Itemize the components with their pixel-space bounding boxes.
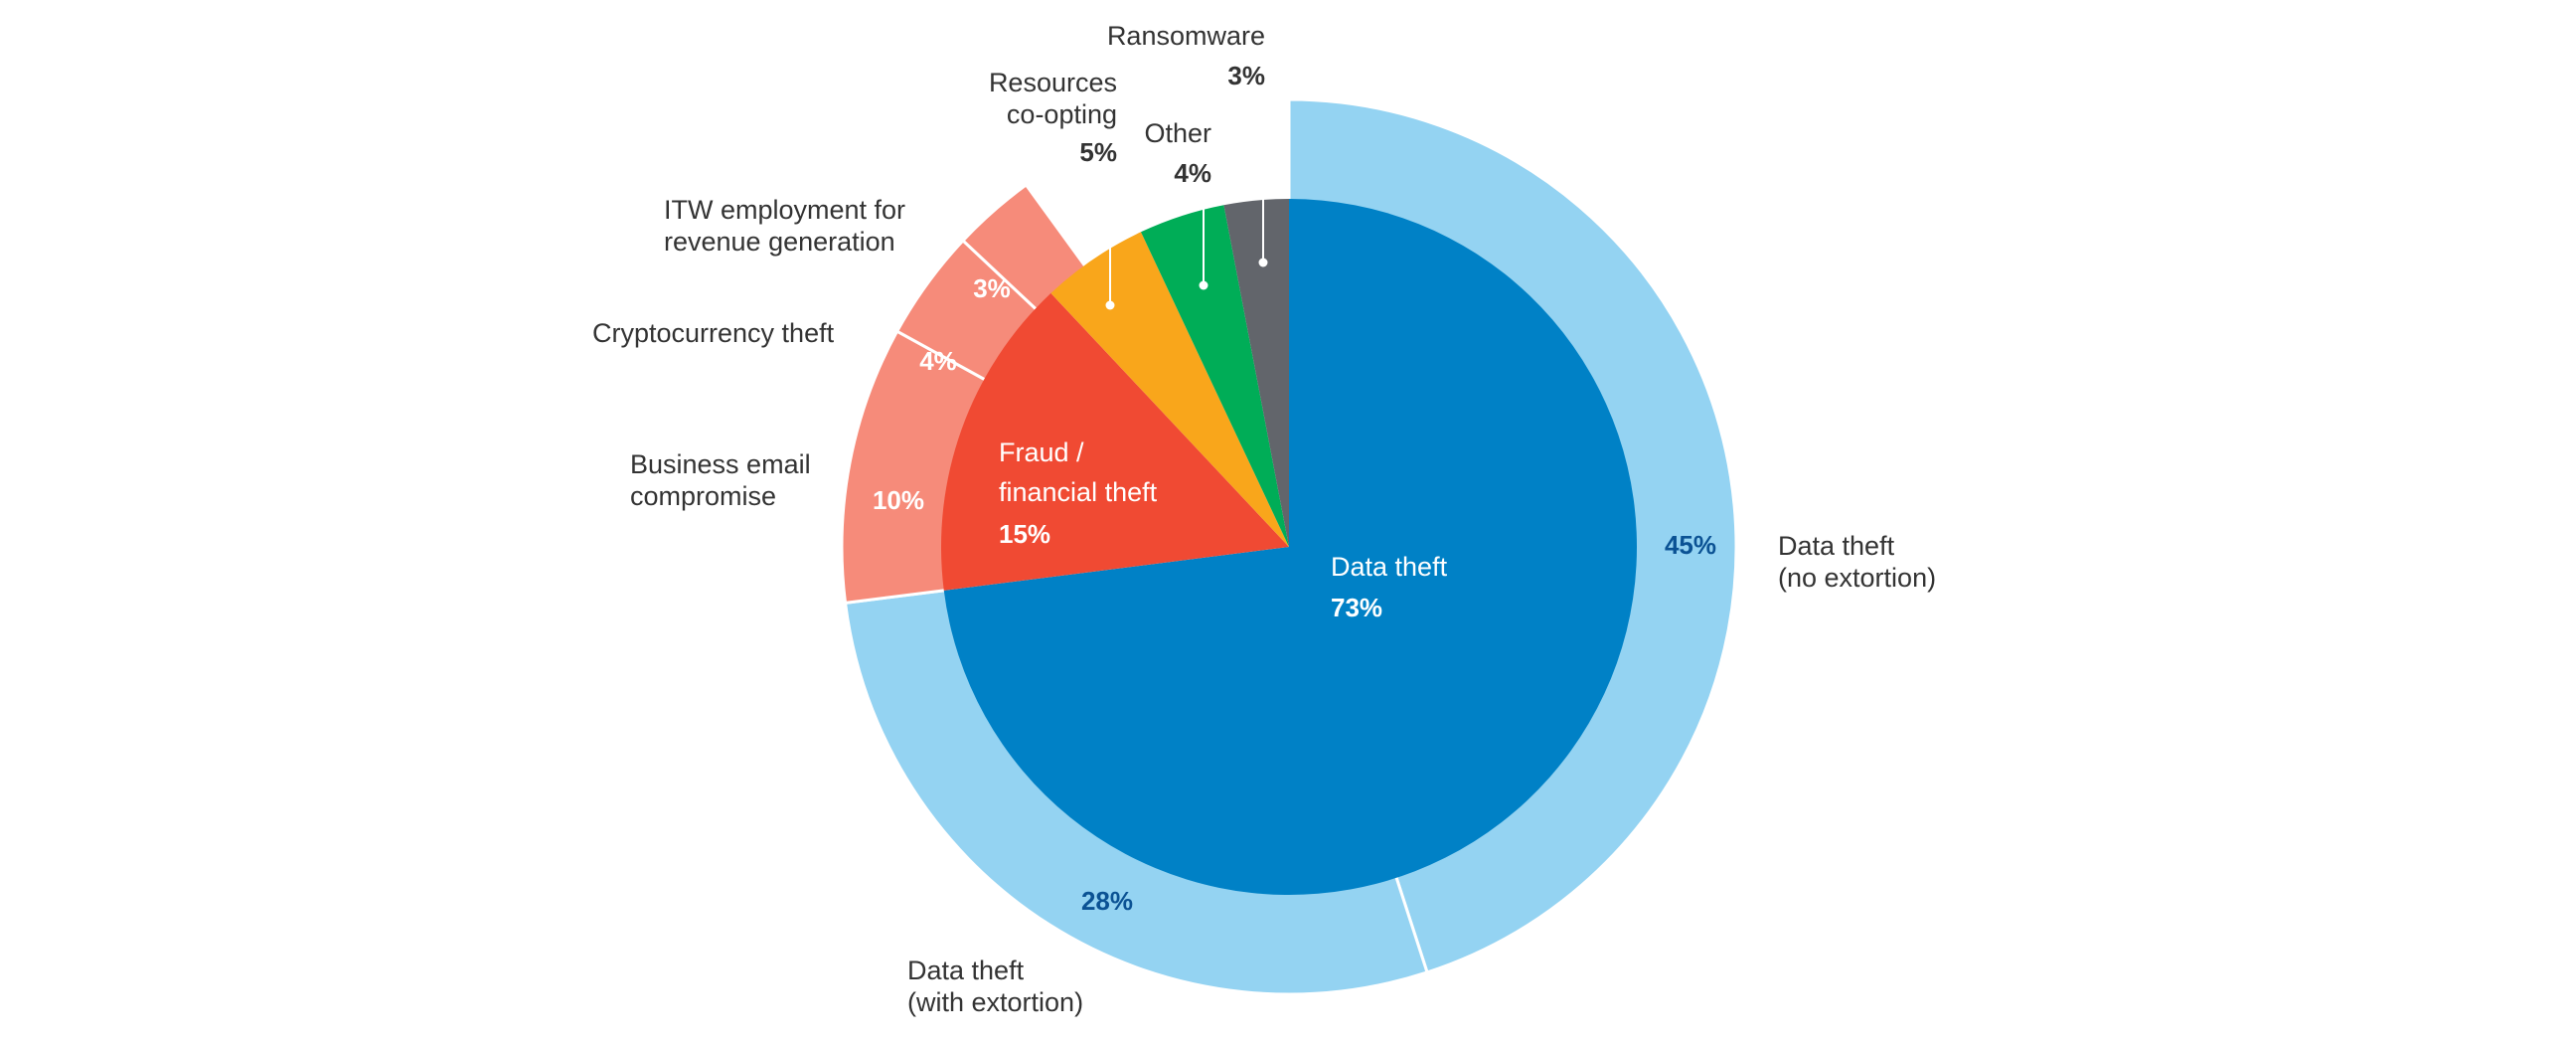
label-data-theft-line-0: Data theft — [1331, 552, 1448, 582]
inner-pie — [941, 199, 1637, 895]
label-no-extortion-line-1: (no extortion) — [1778, 563, 1936, 593]
ring-value-bec: 10% — [873, 485, 924, 515]
chart-labels: Data theft 73% Fraud / financial theft 15% Re… — [592, 21, 1936, 1017]
leader-dot-resources — [1105, 300, 1115, 310]
label-other-line-0: Other — [1144, 118, 1211, 148]
label-with-extortion-line-1: (with extortion) — [907, 987, 1083, 1017]
label-fraud-line-1: financial theft — [999, 477, 1158, 507]
leader-dot-other — [1199, 280, 1208, 290]
label-with-extortion-line-0: Data theft — [907, 956, 1025, 985]
label-fraud-line-0: Fraud / — [999, 437, 1084, 467]
inner-slice-other — [1140, 205, 1289, 547]
label-bec-line-1: compromise — [630, 481, 776, 511]
leader-dot-ransomware — [1258, 258, 1268, 267]
ring-value-itw: 3% — [973, 273, 1011, 303]
ring-value-with-extortion: 28% — [1081, 886, 1133, 916]
label-no-extortion-line-0: Data theft — [1778, 531, 1895, 561]
ring-value-no-extortion: 45% — [1665, 530, 1716, 560]
inner-slice-ransomware — [1223, 199, 1289, 547]
inner-slice-fraud-financial-theft — [941, 292, 1289, 591]
label-other-value: 4% — [1174, 158, 1211, 188]
label-crypto-line-0: Cryptocurrency theft — [592, 318, 835, 348]
label-fraud-value: 15% — [999, 519, 1050, 549]
label-itw-line-1: revenue generation — [664, 227, 895, 257]
label-itw-line-0: ITW employment for — [664, 195, 905, 225]
inner-slice-resources-co-opting — [1050, 232, 1289, 547]
label-bec-line-0: Business email — [630, 449, 811, 479]
label-ransomware-line-0: Ransomware — [1107, 21, 1265, 51]
label-resources-line-1: co-opting — [1007, 99, 1117, 129]
label-ransomware-value: 3% — [1227, 61, 1265, 90]
label-data-theft-value: 73% — [1331, 593, 1382, 622]
ring-value-crypto: 4% — [919, 346, 957, 376]
inner-slice-data-theft — [943, 199, 1637, 895]
label-resources-line-0: Resources — [989, 68, 1117, 97]
label-resources-value: 5% — [1079, 137, 1117, 167]
leader-lines — [1105, 99, 1268, 310]
